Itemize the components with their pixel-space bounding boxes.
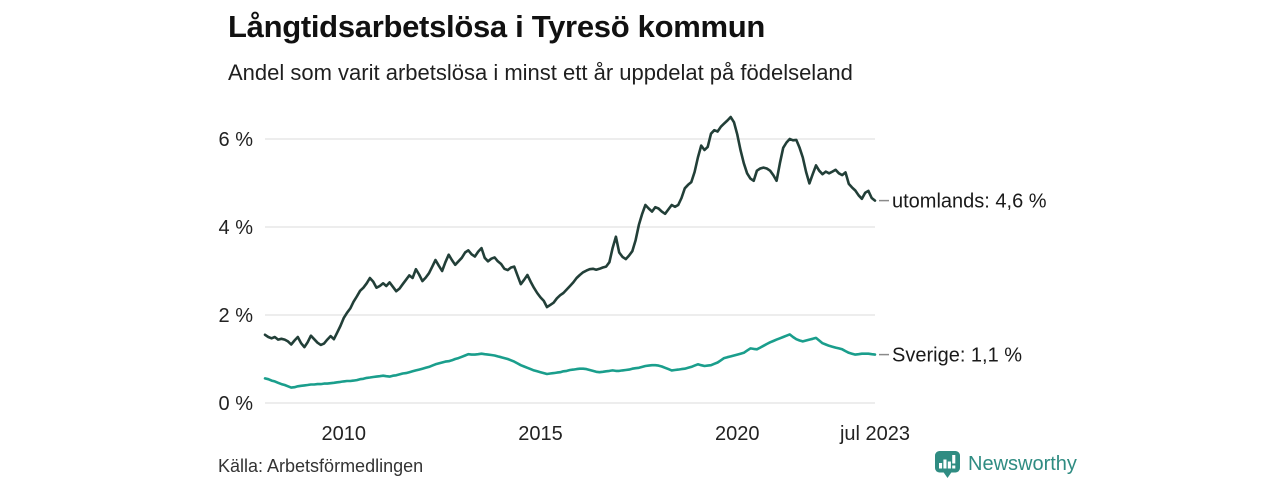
series-end-label-utomlands: utomlands: 4,6 %: [892, 191, 1047, 213]
series-line-sverige: [263, 333, 877, 389]
y-tick-label: 6 %: [219, 129, 254, 151]
series-line-utomlands: [263, 115, 877, 349]
x-tick-label: 2015: [518, 423, 563, 445]
x-tick-label: 2020: [715, 423, 760, 445]
chart-subtitle: Andel som varit arbetslösa i minst ett å…: [228, 60, 853, 85]
series-end-label-sverige: Sverige: 1,1 %: [892, 345, 1022, 367]
brand-name: Newsworthy: [968, 453, 1077, 475]
y-tick-label: 2 %: [219, 305, 254, 327]
x-tick-label: 2010: [321, 423, 366, 445]
x-tick-label: jul 2023: [839, 423, 910, 445]
newsworthy-logo-icon: [934, 450, 961, 479]
y-tick-label: 0 %: [219, 393, 254, 415]
page-title: Långtidsarbetslösa i Tyresö kommun: [228, 9, 766, 44]
source-note: Källa: Arbetsförmedlingen: [218, 456, 424, 476]
y-tick-label: 4 %: [219, 217, 254, 239]
brand-footer: Newsworthy: [934, 450, 1077, 479]
